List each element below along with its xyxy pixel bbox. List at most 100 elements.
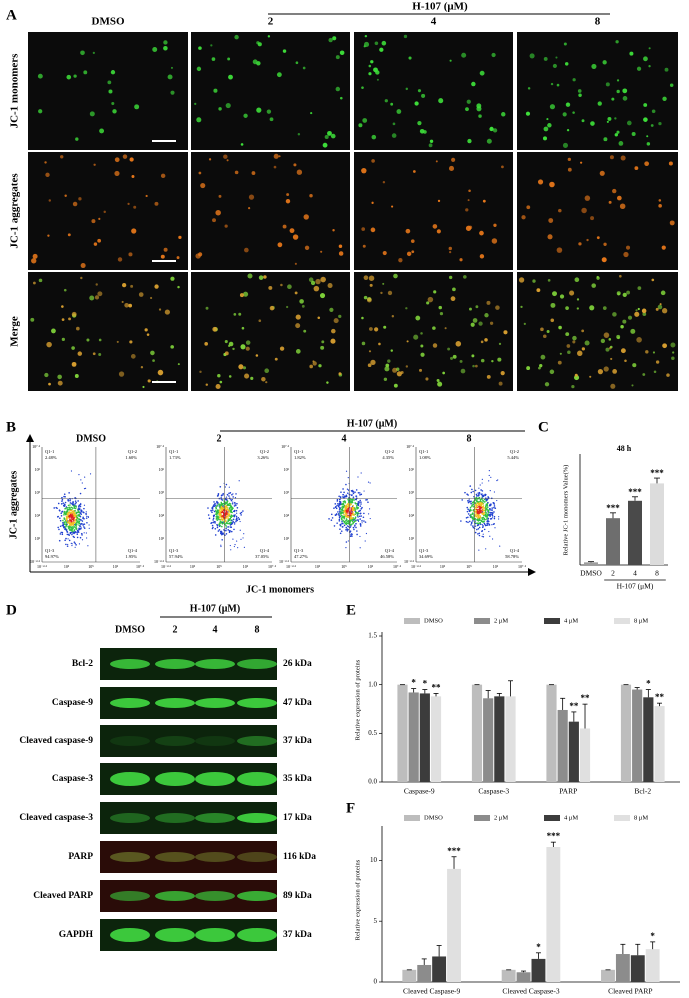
cell: [224, 340, 228, 344]
cell: [607, 116, 612, 121]
event: [74, 509, 76, 512]
event: [359, 509, 361, 512]
event: [222, 506, 224, 509]
event: [476, 524, 479, 527]
micrograph-bg: [517, 32, 678, 150]
cell: [427, 296, 434, 303]
size-label: 37 kDa: [283, 736, 312, 746]
event: [214, 522, 216, 524]
event: [467, 516, 469, 519]
event: [219, 485, 222, 488]
event: [493, 511, 495, 513]
cell: [317, 316, 321, 320]
event: [242, 537, 244, 539]
cell: [644, 161, 650, 167]
event: [228, 502, 231, 505]
cell: [361, 227, 366, 231]
event: [345, 526, 348, 529]
event: [53, 507, 56, 509]
cell: [432, 224, 438, 229]
event: [489, 515, 491, 517]
event: [71, 523, 73, 525]
event: [486, 499, 489, 501]
cell: [293, 163, 297, 167]
legend-swatch: [614, 618, 630, 624]
event: [70, 524, 72, 527]
event: [351, 523, 353, 526]
event: [228, 526, 230, 528]
cell: [652, 351, 656, 354]
event: [480, 505, 483, 508]
event: [221, 538, 223, 541]
event: [481, 490, 484, 492]
event: [354, 525, 356, 527]
band: [110, 772, 150, 786]
cell: [263, 275, 267, 279]
event: [352, 509, 354, 512]
event: [219, 506, 221, 509]
band: [195, 698, 235, 708]
event: [217, 515, 219, 517]
micrograph-bg: [354, 32, 513, 150]
event: [74, 542, 76, 545]
event: [232, 510, 235, 513]
cell: [547, 234, 553, 240]
event: [488, 504, 491, 507]
event: [340, 491, 342, 493]
band: [155, 852, 195, 862]
quadrant-percent: 94.97%: [45, 554, 59, 559]
cell: [556, 83, 560, 87]
group-label: H-107 (μM): [617, 582, 654, 591]
x-tick-label: 10⁻⁴·³: [37, 564, 48, 569]
y-tick-label: 10⁷·²: [406, 444, 415, 449]
cell: [405, 87, 409, 91]
y-tick-label: 10⁻⁴·³: [279, 559, 290, 564]
cell: [437, 199, 441, 203]
blot-bg: [100, 725, 277, 757]
event: [367, 501, 369, 504]
cell: [653, 370, 657, 373]
event: [359, 512, 362, 515]
band: [237, 813, 277, 823]
event: [361, 520, 363, 522]
panel-label: E: [346, 602, 356, 618]
event: [80, 519, 82, 521]
cell: [46, 341, 52, 348]
event: [358, 510, 360, 513]
event: [224, 486, 226, 488]
x-tick-label: 4: [633, 569, 637, 578]
cell: [71, 311, 77, 317]
event: [59, 533, 62, 535]
cell: [71, 346, 75, 350]
cell: [368, 64, 372, 68]
event: [358, 492, 361, 494]
event: [65, 543, 67, 546]
event: [352, 492, 355, 495]
cell: [559, 352, 562, 355]
event: [467, 494, 469, 496]
event: [345, 523, 348, 526]
cell: [476, 103, 482, 109]
event: [354, 517, 357, 520]
event: [474, 520, 477, 522]
cell: [146, 333, 150, 336]
event: [360, 515, 363, 517]
cell: [302, 66, 306, 70]
cell: [459, 359, 463, 363]
event: [60, 512, 63, 515]
bar: [494, 696, 505, 782]
cell: [471, 354, 475, 358]
event: [478, 510, 481, 513]
quadrant-name: Q1-1: [169, 449, 178, 454]
event: [493, 517, 496, 520]
bar: [505, 696, 516, 782]
cell: [419, 128, 425, 134]
cell: [627, 315, 633, 320]
cell: [637, 286, 642, 291]
cell: [651, 109, 656, 114]
cell: [374, 327, 379, 332]
cell: [273, 153, 279, 159]
event: [334, 503, 337, 505]
cell: [463, 275, 467, 279]
cell: [439, 312, 444, 316]
